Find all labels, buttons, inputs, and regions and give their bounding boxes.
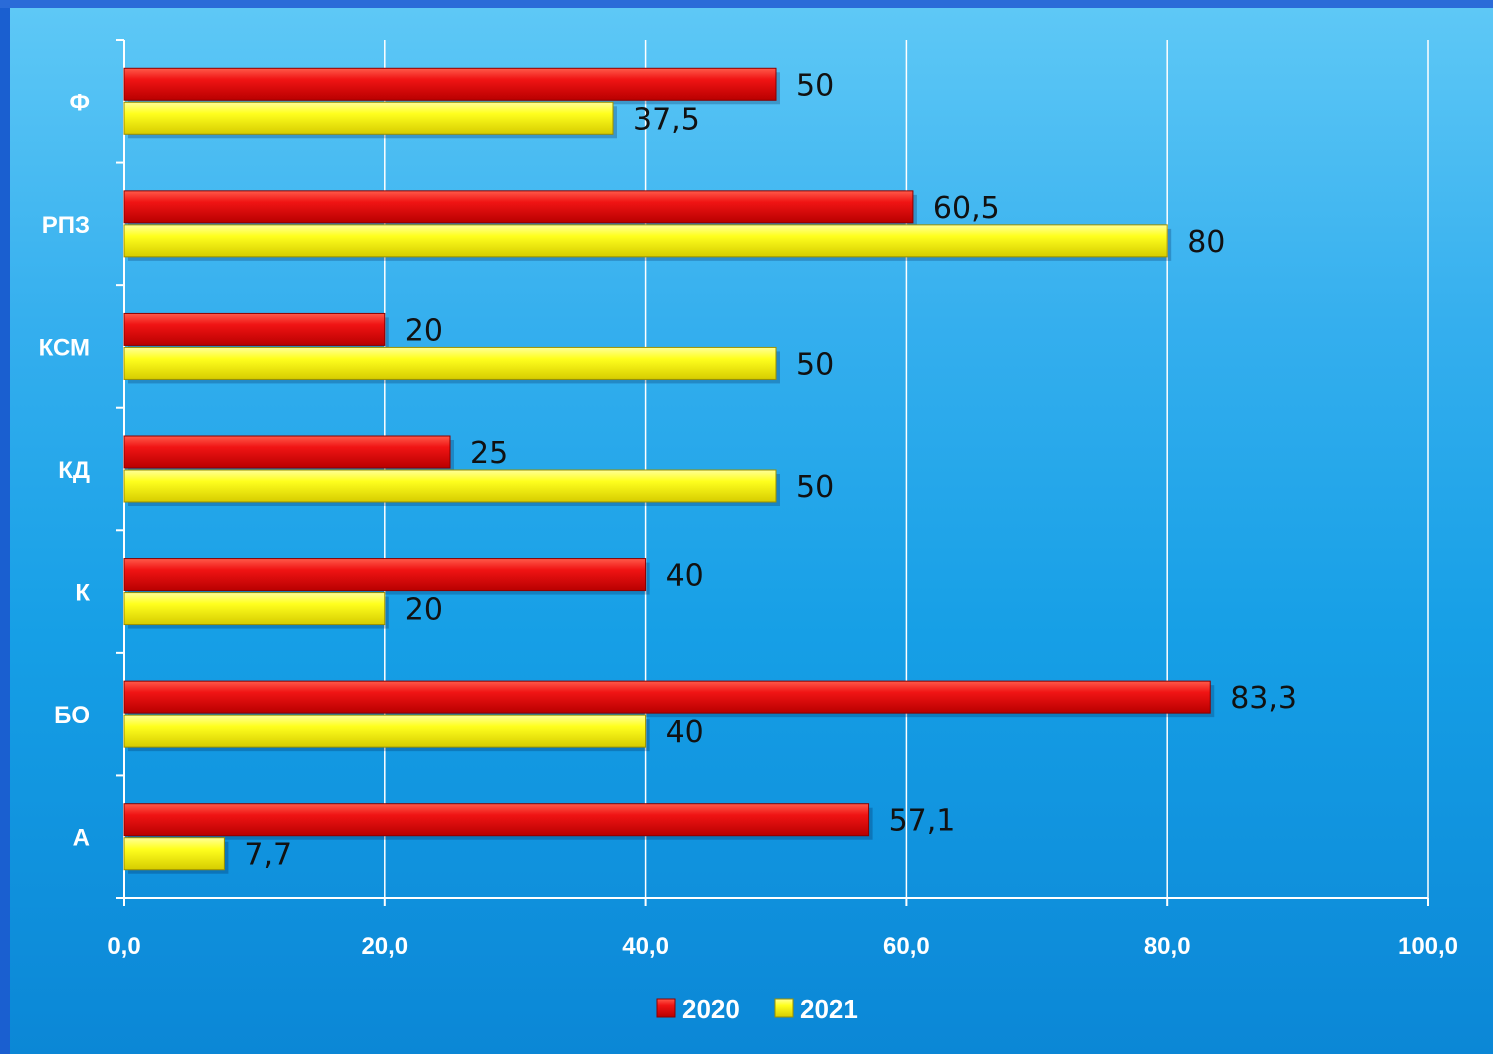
bar-2021-КСМ <box>123 346 777 380</box>
data-label: 25 <box>470 436 508 471</box>
data-label: 20 <box>405 313 443 348</box>
y-category-label: БО <box>54 702 90 729</box>
data-labels: 50 37,5 60,5 80 20 50 25 50 40 20 83,3 40 57,1 7,7 <box>244 68 1297 872</box>
data-label: 7,7 <box>244 838 292 873</box>
data-label: 40 <box>666 715 704 750</box>
data-label: 50 <box>796 347 834 382</box>
bar-2021-К <box>123 592 386 626</box>
data-label: 50 <box>796 68 834 103</box>
title-strip <box>0 0 1493 8</box>
data-label: 60,5 <box>933 191 1000 226</box>
legend-swatch-2021 <box>774 998 794 1018</box>
bar-2020-КД <box>123 435 451 469</box>
data-label: 20 <box>405 593 443 628</box>
y-category-label: А <box>73 825 90 852</box>
legend-label-2021: 2021 <box>800 994 858 1024</box>
bar-2020-КСМ <box>123 312 386 346</box>
bar-2021-КД <box>123 469 777 503</box>
chart-background <box>10 8 1493 1054</box>
legend-swatch-2020 <box>656 998 676 1018</box>
y-category-label: Ф <box>70 89 90 116</box>
data-label: 50 <box>796 470 834 505</box>
data-label: 80 <box>1187 225 1225 260</box>
legend-label-2020: 2020 <box>682 994 740 1024</box>
x-tick-label: 0,0 <box>107 933 140 960</box>
gridlines <box>384 40 1429 898</box>
bar-2021-БО <box>123 714 647 748</box>
x-tick-label: 20,0 <box>361 933 408 960</box>
y-category-label: КСМ <box>39 334 90 361</box>
axes: 0,0 20,0 40,0 60,0 80,0 100,0 Ф РПЗ КСМ КД К БО А <box>39 39 1458 960</box>
bars <box>123 67 1215 874</box>
y-category-label: К <box>75 580 90 607</box>
x-tick-label: 80,0 <box>1144 933 1191 960</box>
data-label: 57,1 <box>889 804 956 839</box>
bar-2021-Ф <box>123 101 614 135</box>
bar-2020-БО <box>123 680 1211 714</box>
bar-2021-РПЗ <box>123 224 1168 258</box>
x-tick-label: 40,0 <box>622 933 669 960</box>
y-category-label: КД <box>58 457 90 484</box>
bar-2020-РПЗ <box>123 190 914 224</box>
bar-2020-Ф <box>123 67 777 101</box>
y-category-label: РПЗ <box>42 212 90 239</box>
data-label: 37,5 <box>633 102 700 137</box>
bar-2021-А <box>123 837 225 871</box>
data-label: 40 <box>666 559 704 594</box>
data-label: 83,3 <box>1230 681 1297 716</box>
x-tick-label: 100,0 <box>1398 933 1458 960</box>
legend: 2020 2021 <box>656 994 858 1024</box>
x-tick-label: 60,0 <box>883 933 930 960</box>
bar-2020-К <box>123 558 647 592</box>
bar-2020-А <box>123 803 870 837</box>
